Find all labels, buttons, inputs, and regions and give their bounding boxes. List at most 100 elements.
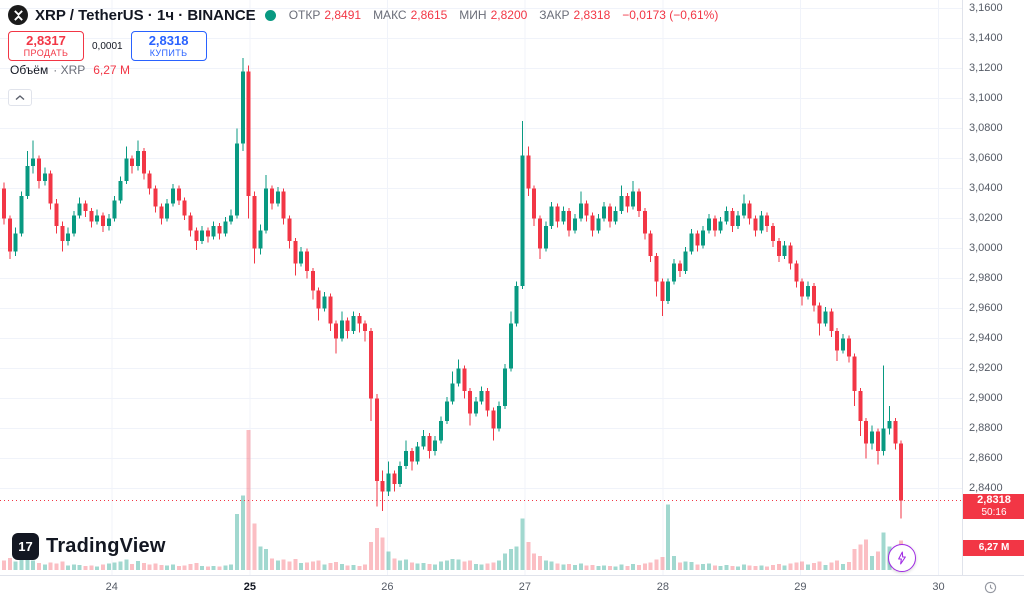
price-axis-label: 3,1200 xyxy=(969,62,1003,75)
change-value: −0,0173 (−0,61%) xyxy=(622,8,719,22)
buy-price: 2,8318 xyxy=(148,33,189,48)
candle-body xyxy=(427,435,432,451)
candle-body xyxy=(101,215,106,226)
candle-body xyxy=(200,230,205,241)
candle-body xyxy=(747,203,752,219)
candle-body xyxy=(25,165,30,196)
current-price-value: 2,8318 xyxy=(977,493,1011,506)
volume-bar xyxy=(427,563,432,570)
volume-bar xyxy=(322,564,327,570)
volume-bar xyxy=(13,561,18,570)
volume-bar xyxy=(875,551,880,570)
tradingview-watermark-text: TradingView xyxy=(46,535,166,557)
volume-bar xyxy=(240,495,245,570)
volume-bar xyxy=(95,566,100,570)
volume-bar xyxy=(718,565,723,570)
candlestick-chart[interactable] xyxy=(0,0,962,575)
volume-bar xyxy=(392,558,397,570)
candle-body xyxy=(415,446,420,462)
candle-body xyxy=(776,240,781,256)
candle-body xyxy=(211,225,216,237)
volume-bar xyxy=(567,563,572,570)
chart-legend: XRP / TetherUS · 1ч · BINANCE ОТКР 2,8491… xyxy=(8,5,718,25)
candle-body xyxy=(724,210,729,222)
volume-bar xyxy=(520,518,525,570)
candle-body xyxy=(217,225,222,234)
candle-body xyxy=(759,215,764,231)
volume-bar xyxy=(479,564,484,570)
volume-bar xyxy=(386,551,391,570)
candle-body xyxy=(357,315,362,324)
volume-bar xyxy=(438,561,443,570)
collapse-pane-button[interactable] xyxy=(8,89,32,106)
candle-body xyxy=(555,206,560,222)
volume-bar xyxy=(351,564,356,570)
candle-body xyxy=(182,200,187,216)
candle-body xyxy=(473,401,478,414)
volume-bar xyxy=(572,564,577,570)
buy-button[interactable]: 2,8318 КУПИТЬ xyxy=(130,31,207,61)
price-axis-label: 2,8400 xyxy=(969,482,1003,495)
volume-bar xyxy=(182,565,187,570)
symbol-title[interactable]: XRP / TetherUS · 1ч · BINANCE xyxy=(35,6,256,24)
timezone-clock-icon[interactable] xyxy=(984,581,997,599)
tradingview-watermark[interactable]: 17 TradingView xyxy=(12,533,166,560)
volume-bar xyxy=(637,564,642,570)
candle-body xyxy=(66,233,71,241)
candle-body xyxy=(840,338,845,351)
volume-indicator-symbol: · XRP xyxy=(53,63,86,77)
price-axis-label: 3,1000 xyxy=(969,92,1003,105)
low-value: 2,8200 xyxy=(490,8,528,22)
candle-body xyxy=(858,390,863,421)
candle-body xyxy=(159,206,164,219)
volume-bar xyxy=(450,558,455,570)
candle-body xyxy=(287,218,292,241)
volume-bar xyxy=(712,565,717,570)
candle-body xyxy=(701,230,706,246)
time-axis[interactable]: 24 25 26 27 28 29 30 xyxy=(0,575,1024,599)
candle-body xyxy=(246,71,251,196)
candle-body xyxy=(607,206,612,222)
volume-bar xyxy=(205,566,210,570)
volume-bar xyxy=(491,562,496,570)
buy-label: КУПИТЬ xyxy=(149,48,188,58)
volume-bar xyxy=(25,558,30,570)
instant-trading-button[interactable] xyxy=(888,544,916,572)
candle-body xyxy=(398,465,403,484)
candle-body xyxy=(310,270,315,291)
price-axis[interactable]: 2,8318 50:16 6,27 M 3,1600 3,1400 3,1200 3,… xyxy=(962,0,1024,575)
market-status-icon xyxy=(264,9,276,21)
candle-body xyxy=(409,450,414,462)
volume-bar xyxy=(829,562,834,570)
volume-bar xyxy=(578,563,583,570)
volume-bar xyxy=(835,560,840,570)
candle-body xyxy=(800,281,805,297)
volume-bar xyxy=(124,559,129,570)
volume-bar xyxy=(194,563,199,570)
price-axis-label: 3,1400 xyxy=(969,32,1003,45)
time-axis-label: 24 xyxy=(105,581,118,593)
volume-bar xyxy=(374,528,379,570)
volume-bar xyxy=(176,565,181,570)
time-axis-label: 27 xyxy=(518,581,531,593)
sell-button[interactable]: 2,8317 ПРОДАТЬ xyxy=(8,31,84,61)
volume-bar xyxy=(112,562,117,570)
volume-bar xyxy=(223,565,228,570)
open-label: ОТКР xyxy=(288,8,321,22)
candle-body xyxy=(870,431,875,444)
candle-body xyxy=(584,203,589,216)
candle-body xyxy=(147,173,152,189)
volume-bar xyxy=(503,553,508,570)
volume-bar xyxy=(671,556,676,570)
candle-body xyxy=(718,221,723,231)
volume-bar xyxy=(398,560,403,570)
price-axis-label: 3,0400 xyxy=(969,182,1003,195)
volume-bar xyxy=(130,563,135,570)
candle-body xyxy=(590,215,595,231)
candle-body xyxy=(42,173,47,181)
candle-body xyxy=(304,251,309,271)
price-axis-label: 2,9200 xyxy=(969,362,1003,375)
candle-body xyxy=(736,215,741,226)
volume-bar xyxy=(345,565,350,570)
candle-body xyxy=(613,210,618,222)
